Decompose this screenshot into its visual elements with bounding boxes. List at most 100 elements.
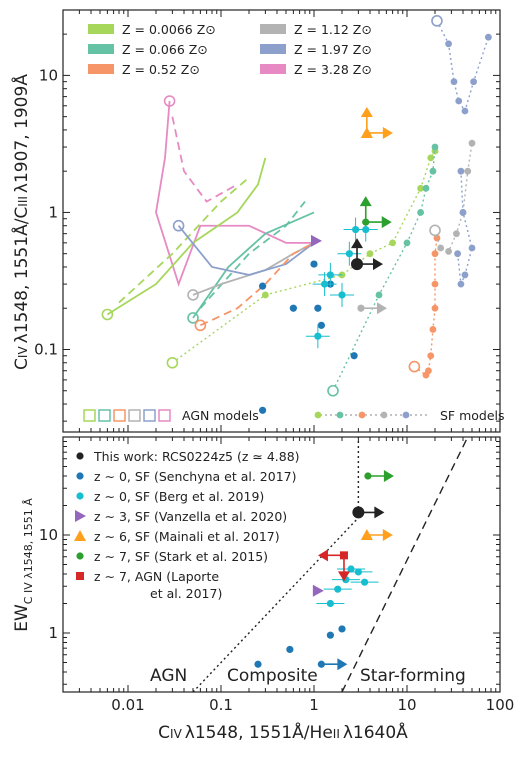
top-y-axis-label: CIVλ1548, 1551Å/CIIIλ1907, 1909Å bbox=[10, 74, 32, 370]
limit-arrow-head bbox=[317, 549, 328, 562]
observation-point bbox=[357, 304, 365, 312]
sf-model-start-marker bbox=[166, 356, 179, 369]
observation-point bbox=[351, 258, 364, 271]
agn-model-swatch bbox=[98, 409, 111, 422]
bottom-panel-content bbox=[192, 436, 469, 693]
sf-model-start-marker bbox=[431, 15, 443, 27]
sf-model-point bbox=[425, 367, 432, 375]
limit-arrow-head bbox=[376, 302, 387, 315]
sf-model-swatch-point bbox=[358, 411, 366, 419]
agn-model-swatch bbox=[83, 409, 96, 422]
observation-point bbox=[254, 660, 262, 668]
observation-point bbox=[339, 551, 348, 560]
legend-marker bbox=[76, 452, 84, 460]
legend-label: This work: RCS0224z5 (z ≃ 4.88) bbox=[93, 449, 300, 464]
limit-arrow-head bbox=[383, 469, 394, 482]
sf-model-track bbox=[171, 150, 436, 364]
limit-arrow-head bbox=[337, 658, 348, 671]
sf-model-point bbox=[417, 209, 424, 216]
legend-label: Z = 0.0066 Z⊙ bbox=[122, 22, 216, 37]
observation-point bbox=[312, 584, 324, 597]
sf-model-point bbox=[431, 250, 439, 258]
sf-model-point bbox=[459, 209, 467, 216]
limit-arrow-head bbox=[374, 506, 385, 519]
sf-model-swatch-point bbox=[336, 411, 344, 419]
agn-model-swatch bbox=[128, 409, 141, 422]
x-tick-label: 100 bbox=[486, 696, 515, 714]
sf-model-point bbox=[470, 78, 477, 86]
x-tick-label: 10 bbox=[397, 696, 416, 714]
sf-model-point bbox=[461, 107, 469, 115]
limit-arrow-head bbox=[373, 258, 384, 271]
sf-model-point bbox=[431, 143, 439, 151]
sf-model-point bbox=[450, 78, 458, 86]
legend-label: z ∼ 7, SF (Stark et al. 2015) bbox=[94, 549, 268, 564]
legend-label: Z = 1.12 Z⊙ bbox=[294, 22, 372, 37]
sf-model-point bbox=[457, 167, 465, 175]
legend-label: z ∼ 3, SF (Vanzella et al. 2020) bbox=[94, 509, 287, 524]
sf-model-track bbox=[332, 146, 436, 392]
sf-model-point bbox=[454, 250, 461, 258]
observation-point bbox=[354, 568, 362, 576]
sf-model-point bbox=[445, 40, 452, 48]
legend-label: Z = 0.066 Z⊙ bbox=[122, 42, 208, 57]
observation-point bbox=[347, 565, 355, 573]
bottom-panel-ticks: 1 10 0.01 0.1 1 10 100 bbox=[39, 436, 515, 714]
sf-model-point bbox=[468, 139, 476, 147]
sample-legend: This work: RCS0224z5 (z ≃ 4.88) z ∼ 0, SF… bbox=[74, 449, 300, 601]
agn-model-start-marker bbox=[187, 289, 199, 301]
agn-model-grid bbox=[106, 157, 267, 316]
x-axis-label: CIV λ1548, 1551Å/HeII λ1640Å bbox=[158, 721, 408, 743]
y-tick-label: 1 bbox=[48, 624, 58, 642]
observation-point bbox=[258, 406, 267, 414]
metallicity-legend: Z = 0.0066 Z⊙ Z = 0.066 Z⊙ Z = 0.52 Z⊙ Z = … bbox=[88, 22, 372, 77]
bottom-y-axis-label: EWC IV λ1548, 1551 Å bbox=[12, 498, 35, 632]
legend-label: z ∼ 0, SF (Berg et al. 2019) bbox=[94, 489, 264, 504]
legend-label: z ∼ 0, SF (Senchyna et al. 2017) bbox=[94, 469, 296, 484]
agn-model-start-marker bbox=[163, 95, 176, 107]
agn-model-grid bbox=[199, 201, 306, 309]
x-tick-label: 0.1 bbox=[209, 696, 233, 714]
sf-model-point bbox=[464, 167, 472, 175]
region-label-composite: Composite bbox=[227, 666, 318, 686]
sf-model-point bbox=[431, 304, 439, 312]
observation-point bbox=[338, 625, 346, 633]
sf-model-point bbox=[429, 167, 437, 175]
agn-model-grid bbox=[177, 225, 315, 276]
observation-point bbox=[326, 271, 334, 279]
legend-label: Z = 1.97 Z⊙ bbox=[294, 42, 372, 57]
legend-marker bbox=[76, 552, 84, 560]
observation-point bbox=[286, 645, 294, 654]
legend-swatch bbox=[260, 24, 286, 34]
agn-model-swatch bbox=[143, 409, 156, 422]
observation-point bbox=[289, 304, 297, 312]
observation-point bbox=[310, 260, 318, 268]
model-legend: AGN models SF models bbox=[83, 408, 505, 423]
sf-model-start-marker bbox=[327, 384, 339, 397]
legend-marker bbox=[75, 510, 86, 522]
observation-point bbox=[320, 280, 329, 288]
y-tick-label: 0.1 bbox=[34, 340, 58, 358]
observation-point bbox=[352, 506, 365, 519]
limit-arrow-head bbox=[351, 238, 364, 249]
sf-model-swatch-point bbox=[314, 411, 322, 419]
limit-arrow-head bbox=[337, 571, 350, 582]
legend-swatch bbox=[88, 24, 114, 34]
y-tick-label: 1 bbox=[48, 203, 58, 221]
legend-marker bbox=[76, 492, 84, 500]
sf-model-point bbox=[403, 239, 411, 247]
legend-swatch bbox=[260, 44, 286, 54]
observation-point bbox=[334, 585, 342, 593]
agn-model-start-marker bbox=[172, 219, 185, 232]
agn-model-grid bbox=[155, 100, 315, 287]
sf-model-start-marker bbox=[408, 360, 421, 373]
region-label-agn: AGN bbox=[150, 666, 187, 686]
observation-point bbox=[317, 660, 325, 668]
observation-point bbox=[360, 578, 369, 586]
limit-arrow-head bbox=[360, 106, 373, 117]
sf-model-point bbox=[417, 184, 424, 192]
limit-arrow-head bbox=[381, 216, 392, 229]
observation-point bbox=[314, 332, 322, 340]
sf-model-point bbox=[453, 230, 460, 238]
agn-model-start-marker bbox=[194, 319, 207, 332]
